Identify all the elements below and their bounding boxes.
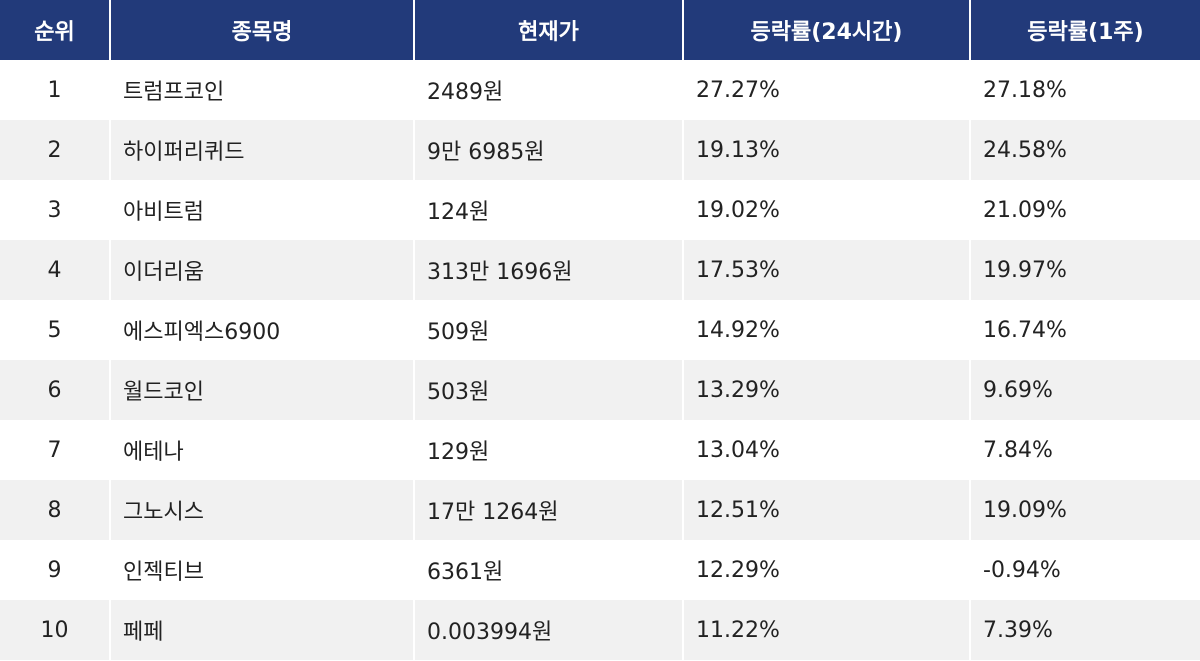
cell-change-24h: 11.22% xyxy=(684,600,971,660)
cell-change-24h: 27.27% xyxy=(684,60,971,120)
cell-change-24h: 19.02% xyxy=(684,180,971,240)
cell-change-24h: 13.29% xyxy=(684,360,971,420)
cell-price: 0.003994원 xyxy=(415,600,684,660)
cell-name: 페페 xyxy=(111,600,415,660)
cell-change-1w: 9.69% xyxy=(971,360,1200,420)
cell-price: 9만 6985원 xyxy=(415,120,684,180)
cell-name: 에테나 xyxy=(111,420,415,480)
cell-rank: 5 xyxy=(0,300,111,360)
cell-price: 313만 1696원 xyxy=(415,240,684,300)
cell-change-24h: 19.13% xyxy=(684,120,971,180)
cell-change-24h: 17.53% xyxy=(684,240,971,300)
cell-name: 하이퍼리퀴드 xyxy=(111,120,415,180)
header-rank: 순위 xyxy=(0,0,111,60)
cell-name: 월드코인 xyxy=(111,360,415,420)
cell-change-1w: 21.09% xyxy=(971,180,1200,240)
cell-name: 이더리움 xyxy=(111,240,415,300)
cell-change-24h: 12.51% xyxy=(684,480,971,540)
cell-price: 6361원 xyxy=(415,540,684,600)
cell-change-24h: 13.04% xyxy=(684,420,971,480)
cell-price: 124원 xyxy=(415,180,684,240)
cell-rank: 7 xyxy=(0,420,111,480)
cell-change-24h: 12.29% xyxy=(684,540,971,600)
cell-price: 17만 1264원 xyxy=(415,480,684,540)
header-change-24h: 등락률(24시간) xyxy=(684,0,971,60)
cell-rank: 2 xyxy=(0,120,111,180)
cell-rank: 6 xyxy=(0,360,111,420)
cell-name: 인젝티브 xyxy=(111,540,415,600)
cell-price: 2489원 xyxy=(415,60,684,120)
cell-rank: 8 xyxy=(0,480,111,540)
cell-change-1w: 19.97% xyxy=(971,240,1200,300)
cell-price: 503원 xyxy=(415,360,684,420)
cell-change-1w: 7.39% xyxy=(971,600,1200,660)
cell-price: 129원 xyxy=(415,420,684,480)
cell-rank: 3 xyxy=(0,180,111,240)
cell-change-1w: 24.58% xyxy=(971,120,1200,180)
cell-rank: 4 xyxy=(0,240,111,300)
cell-name: 에스피엑스6900 xyxy=(111,300,415,360)
cell-name: 트럼프코인 xyxy=(111,60,415,120)
cell-price: 509원 xyxy=(415,300,684,360)
header-price: 현재가 xyxy=(415,0,684,60)
cell-change-1w: 27.18% xyxy=(971,60,1200,120)
cell-change-1w: 19.09% xyxy=(971,480,1200,540)
cell-rank: 9 xyxy=(0,540,111,600)
header-name: 종목명 xyxy=(111,0,415,60)
cell-name: 그노시스 xyxy=(111,480,415,540)
cell-change-1w: -0.94% xyxy=(971,540,1200,600)
cell-rank: 1 xyxy=(0,60,111,120)
cell-change-1w: 16.74% xyxy=(971,300,1200,360)
cell-change-24h: 14.92% xyxy=(684,300,971,360)
cell-name: 아비트럼 xyxy=(111,180,415,240)
cell-rank: 10 xyxy=(0,600,111,660)
cell-change-1w: 7.84% xyxy=(971,420,1200,480)
header-change-1w: 등락률(1주) xyxy=(971,0,1200,60)
